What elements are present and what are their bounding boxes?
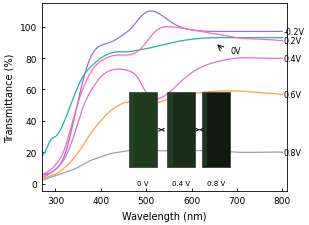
Text: 0V: 0V xyxy=(230,47,241,56)
X-axis label: Wavelength (nm): Wavelength (nm) xyxy=(122,211,207,221)
Text: 0.6V: 0.6V xyxy=(284,90,302,99)
Text: 0.2V: 0.2V xyxy=(284,37,302,46)
Text: 0.4V: 0.4V xyxy=(284,54,302,63)
Y-axis label: Transmittance (%): Transmittance (%) xyxy=(4,53,14,142)
Text: -0.2V: -0.2V xyxy=(284,28,305,37)
Text: 0.8V: 0.8V xyxy=(284,148,302,157)
